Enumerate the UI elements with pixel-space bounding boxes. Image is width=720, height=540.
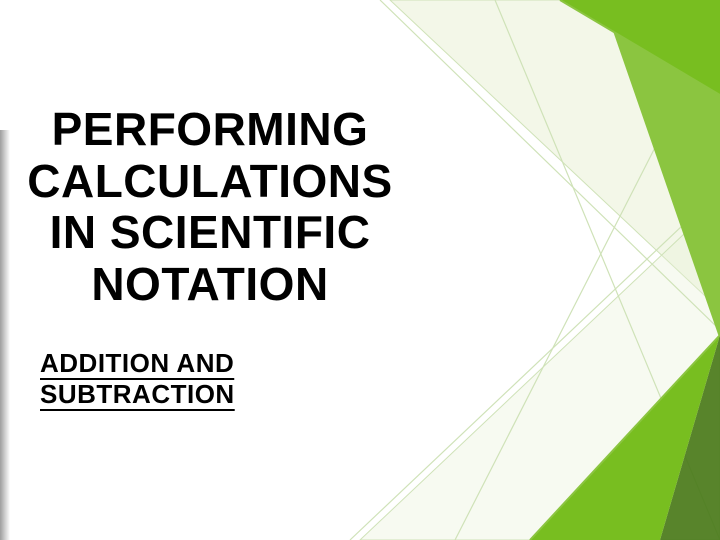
left-edge-shadow: [0, 130, 10, 540]
slide: PERFORMING CALCULATIONS IN SCIENTIFIC NO…: [0, 0, 720, 540]
slide-subtitle: ADDITION AND SUBTRACTION: [40, 348, 420, 410]
slide-title: PERFORMING CALCULATIONS IN SCIENTIFIC NO…: [20, 104, 400, 310]
